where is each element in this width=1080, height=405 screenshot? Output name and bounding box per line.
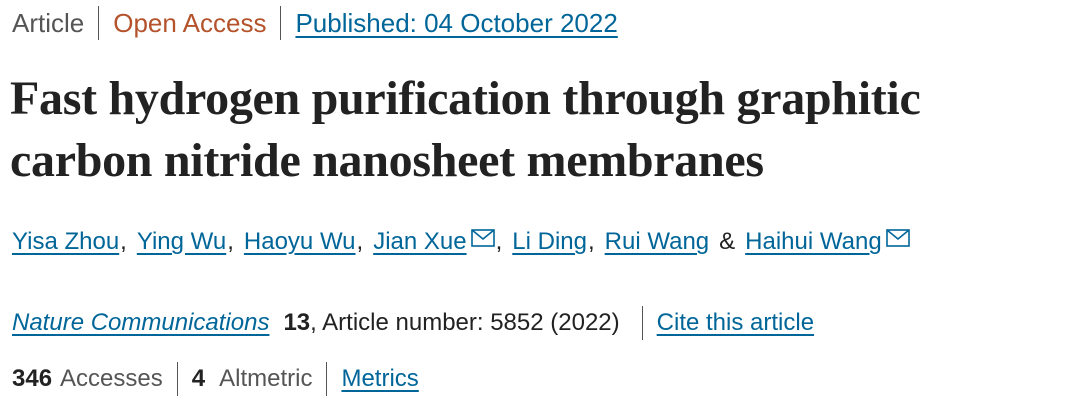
- separator: [326, 362, 328, 396]
- accesses-count: 346: [12, 365, 53, 392]
- article-header: Article Open Access Published: 04 Octobe…: [12, 6, 618, 40]
- separator: [176, 362, 178, 396]
- author-separator: ,: [120, 228, 127, 255]
- author: Haihui Wang: [745, 228, 910, 256]
- author-separator: &: [719, 228, 736, 255]
- envelope-flap: [886, 229, 910, 241]
- author-link[interactable]: Rui Wang: [604, 228, 710, 255]
- author: Ying Wu: [137, 228, 226, 256]
- article-number: , Article number: 5852 (2022): [310, 309, 620, 336]
- separator: [280, 6, 282, 40]
- author-link[interactable]: Jian Xue: [373, 228, 467, 255]
- separator: [641, 306, 643, 340]
- author-link[interactable]: Haoyu Wu: [243, 228, 356, 255]
- author: Rui Wang: [605, 228, 709, 256]
- altmetric-label: Altmetric: [219, 365, 313, 392]
- author: Jian Xue: [373, 228, 495, 256]
- journal-link[interactable]: Nature Communications: [12, 309, 270, 336]
- accesses-label: Accesses: [60, 365, 163, 392]
- article-title: Fast hydrogen purification through graph…: [10, 72, 921, 187]
- envelope: [470, 229, 495, 247]
- article-type: Article: [12, 7, 85, 38]
- author-link[interactable]: Ying Wu: [136, 228, 227, 255]
- published-date[interactable]: Published: 04 October 2022: [295, 7, 618, 38]
- citation: Nature Communications 13 , Article numbe…: [12, 306, 814, 340]
- envelope: [885, 229, 910, 247]
- email-icon[interactable]: [470, 229, 495, 247]
- author-separator: ,: [227, 228, 234, 255]
- author-separator: ,: [356, 228, 364, 255]
- author: Yisa Zhou: [12, 228, 119, 256]
- author: Li Ding: [512, 228, 587, 256]
- volume: 13: [283, 309, 311, 336]
- email-icon[interactable]: [885, 229, 910, 247]
- author-link[interactable]: Li Ding: [512, 228, 587, 255]
- author-link[interactable]: Yisa Zhou: [12, 228, 120, 255]
- author-list: Yisa Zhou, Ying Wu, Haoyu Wu, Jian Xue, Li D…: [12, 228, 910, 256]
- separator: [98, 6, 100, 40]
- author: Haoyu Wu: [244, 228, 356, 256]
- cite-link[interactable]: Cite this article: [656, 309, 815, 336]
- author-link[interactable]: Haihui Wang: [745, 228, 882, 255]
- metrics-link[interactable]: Metrics: [341, 365, 419, 392]
- altmetric-count: 4: [191, 365, 206, 392]
- author-separator: ,: [587, 228, 595, 255]
- author-separator: ,: [495, 228, 503, 255]
- envelope-flap: [471, 229, 495, 241]
- access-label: Open Access: [113, 7, 267, 38]
- metrics-bar: 346 Accesses 4 Altmetric Metrics: [12, 362, 419, 396]
